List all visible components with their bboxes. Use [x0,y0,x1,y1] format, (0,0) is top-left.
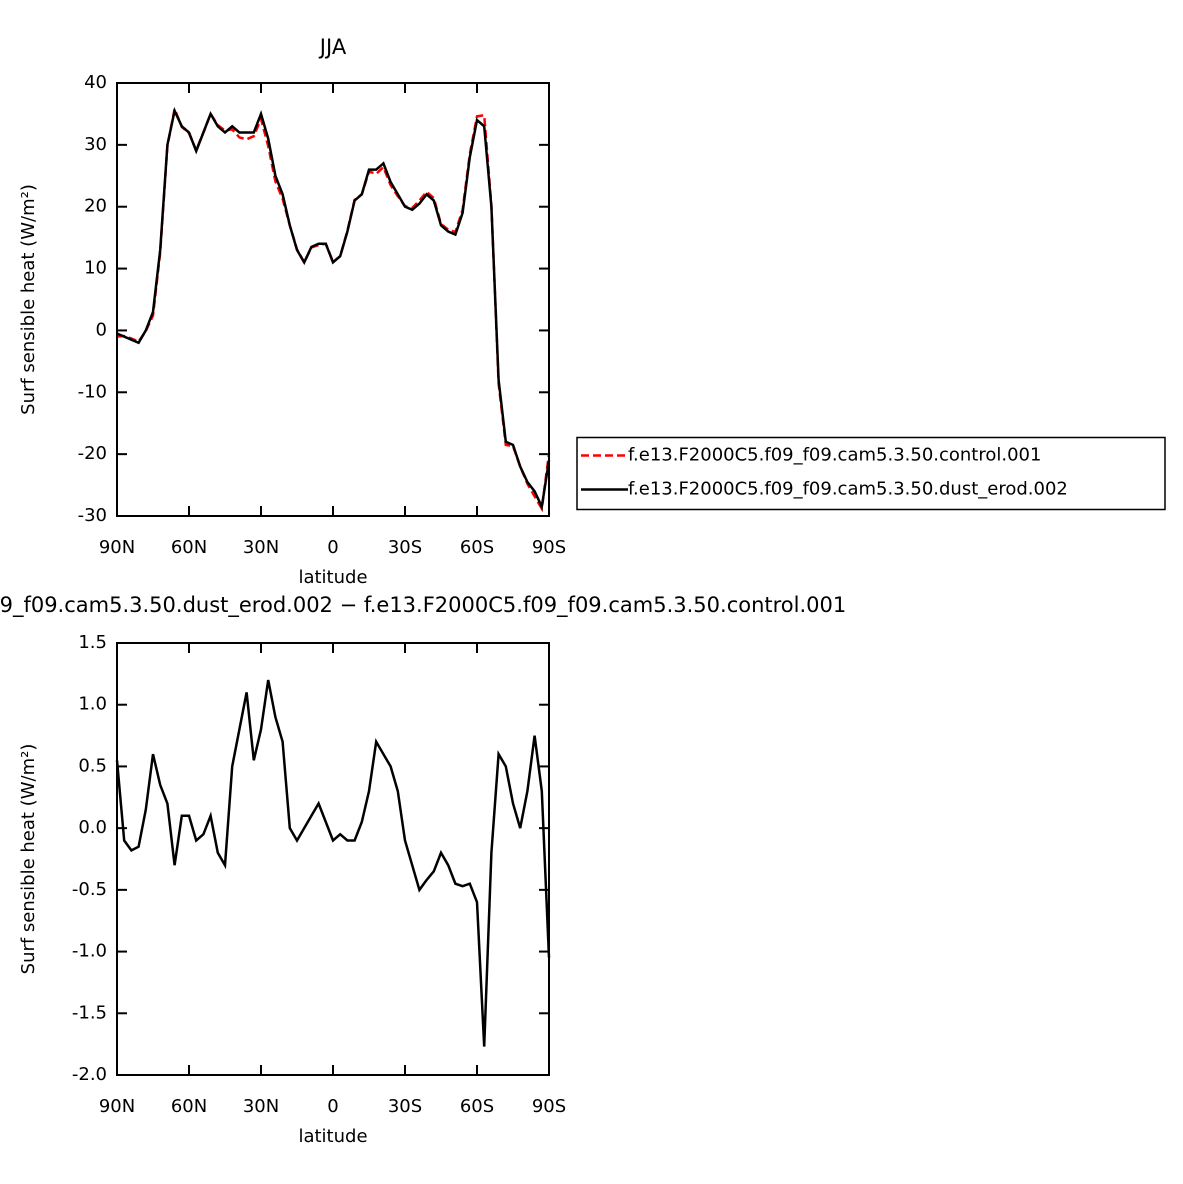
y-axis-label: Surf sensible heat (W/m²) [18,744,39,975]
x-tick-label: 30S [388,1096,422,1117]
x-tick-label: 90S [532,1096,566,1117]
x-tick-label: 90S [532,537,566,558]
x-tick-label: 60N [171,1096,207,1117]
series-line [116,104,551,513]
y-tick-label: 0 [96,319,107,340]
legend-label: f.e13.F2000C5.f09_f09.cam5.3.50.dust_ero… [628,479,1068,500]
y-tick-label: -1.0 [72,941,107,962]
x-tick-label: 60N [171,537,207,558]
y-tick-label: 40 [84,72,107,93]
y-tick-label: 20 [84,196,107,217]
x-tick-label: 60S [460,1096,494,1117]
y-tick-label: 0.5 [78,755,107,776]
x-tick-label: 90N [99,1096,135,1117]
series-line [115,679,551,1047]
chart-title: f.e13.F2000C5.f09_f09.cam5.3.50.dust_ero… [0,593,846,618]
plot-frame [116,82,550,517]
x-tick-label: 30N [243,1096,279,1117]
plot-frame [116,642,550,1076]
y-tick-label: -1.5 [72,1002,107,1023]
x-tick-label: 0 [327,1096,338,1117]
y-tick-label: -30 [78,505,107,526]
x-tick-label: 30S [388,537,422,558]
y-tick-label: 30 [84,134,107,155]
x-axis-label: latitude [298,1126,367,1147]
series-line [116,106,551,511]
legend-box [576,436,1166,511]
x-tick-label: 0 [327,537,338,558]
y-tick-label: -2.0 [72,1064,107,1085]
y-axis-label: Surf sensible heat (W/m²) [18,184,39,415]
y-tick-label: 0.0 [78,817,107,838]
y-tick-label: 1.5 [78,632,107,653]
chart-title: JJA [318,35,347,59]
legend-label: f.e13.F2000C5.f09_f09.cam5.3.50.control.… [628,445,1041,466]
y-tick-label: 10 [84,258,107,279]
y-tick-label: 1.0 [78,694,107,715]
x-tick-label: 60S [460,537,494,558]
y-tick-label: -10 [78,381,107,402]
x-tick-label: 90N [99,537,135,558]
y-tick-label: -20 [78,443,107,464]
x-tick-label: 30N [243,537,279,558]
x-axis-label: latitude [298,567,367,588]
y-tick-label: -0.5 [72,879,107,900]
